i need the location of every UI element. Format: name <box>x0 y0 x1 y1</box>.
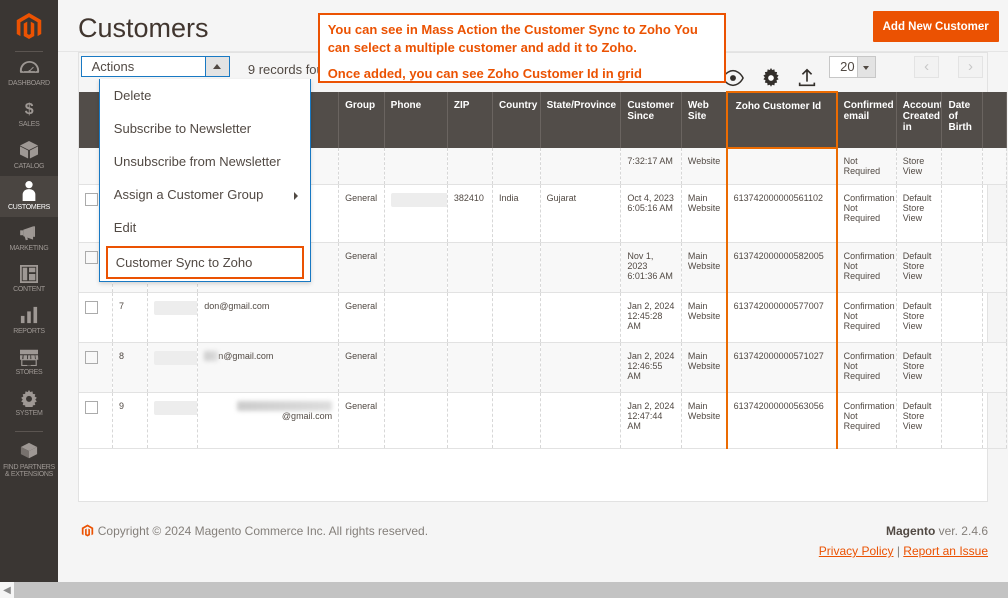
svg-text:$: $ <box>25 101 34 118</box>
